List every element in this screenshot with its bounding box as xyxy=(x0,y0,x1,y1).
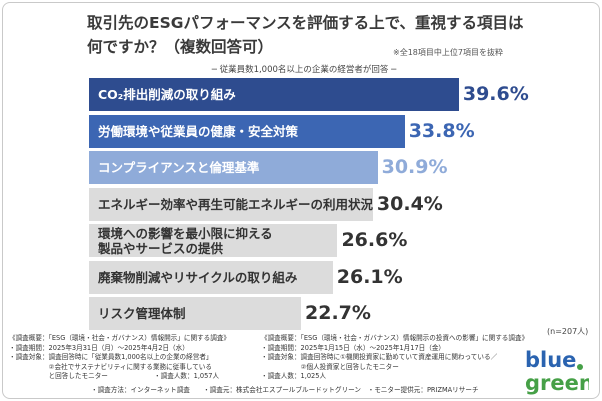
bar-5: 環境への影響を最小限に抑える 製品やサービスの提供 xyxy=(89,224,338,257)
footer-left-line: ②会社でサステナビリティに関する業務に従事している xyxy=(9,362,212,371)
bar-label-line: 廃棄物削減やリサイクルの取り組み xyxy=(98,269,298,285)
footer-right-line: ②個人投資家と回答したモニター xyxy=(261,362,399,371)
bar-4: エネルギー効率や再生可能エネルギーの利用状況 xyxy=(89,187,373,221)
bluegreen-logo: blue green xyxy=(523,347,589,395)
bar-label: 労働環境や従業員の健康・安全対策 xyxy=(98,124,298,139)
footer-left-line: 《調査概要：「ESG（環境・社会・ガバナンス）情報開示」に関する調査》 xyxy=(9,334,231,342)
value-label: 33.8% xyxy=(408,119,475,142)
bar-7: リスク管理体制 xyxy=(89,297,302,330)
bar-label: エネルギー効率や再生可能エネルギーの利用状況 xyxy=(98,197,373,212)
top7-note: ※全18項目中上位7項目を抜粋 xyxy=(393,48,503,57)
bar-label-line: 労働環境や従業員の健康・安全対策 xyxy=(98,123,299,139)
bar-3: コンプライアンスと倫理基準 xyxy=(89,151,378,184)
footer-left-line: ・調査期間：2025年3月31日（月）〜2025年4月2日（水） xyxy=(9,343,189,352)
value-label: 30.4% xyxy=(376,192,443,215)
footer-right: 《調査概要：「ESG（環境・社会・ガバナンス）情報開示の投資への影響」に関する調… xyxy=(261,334,528,382)
footer-method: ・調査方法：インターネット調査 ・調査元：株式会社エスプールブルードットグリーン… xyxy=(91,386,479,394)
value-label: 26.6% xyxy=(341,229,408,251)
bar-label: コンプライアンスと倫理基準 xyxy=(98,160,259,175)
footer-right-line: ・調査人数：1,025人 xyxy=(261,372,327,381)
value-label: 22.7% xyxy=(305,302,371,324)
bar-label-line: CO₂排出削減の取り組み xyxy=(98,87,236,102)
footer-right-line: 《調査概要：「ESG（環境・社会・ガバナンス）情報開示の投資への影響」に関する調… xyxy=(261,334,529,342)
value-label: 30.9% xyxy=(381,156,448,178)
bar-label-line: リスク管理体制 xyxy=(98,306,186,321)
chart-title-line1: 取引先のESGパフォーマンスを評価する上で、重視する項目は xyxy=(87,14,524,32)
sample-size-note: (n=207人) xyxy=(547,327,589,336)
footer-right-line: ・調査期間：2025年1月15日（水）〜2025年1月17日（金） xyxy=(261,343,446,352)
chart-subtitle: ─ 従業員数1,000名以上の企業の経営者が回答 ─ xyxy=(211,65,397,75)
bar-6: 廃棄物削減やリサイクルの取り組み xyxy=(89,260,333,294)
bar-2: 労働環境や従業員の健康・安全対策 xyxy=(89,114,405,148)
bar-label: CO₂排出削減の取り組み xyxy=(98,87,236,102)
bar-label: リスク管理体制 xyxy=(98,306,186,321)
footer-left: 《調査概要：「ESG（環境・社会・ガバナンス）情報開示」に関する調査》 ・調査期… xyxy=(9,334,230,382)
bar-1: CO₂排出削減の取り組み xyxy=(89,78,459,111)
bar-label: 廃棄物削減やリサイクルの取り組み xyxy=(98,270,297,285)
bar-label-line: 製品やサービスの提供 xyxy=(98,240,224,256)
chart-title-line2: 何ですか？（複数回答可） xyxy=(87,38,274,56)
bar-label-line: 環境への影響を最小限に抑える xyxy=(98,225,273,241)
logo-dot-icon xyxy=(577,364,583,370)
value-label: 26.1% xyxy=(336,265,403,288)
logo-text-green: green xyxy=(525,371,589,395)
footer-left-line: と回答したモニター ・調査人数：1,057人 xyxy=(9,372,220,381)
bar-label-line: エネルギー効率や再生可能エネルギーの利用状況 xyxy=(98,196,374,212)
footer-left-line: ・調査対象：調査回答時に「従業員数1,000名以上の企業の経営者」 xyxy=(9,353,213,362)
bar-label-line: コンプライアンスと倫理基準 xyxy=(98,160,260,175)
value-label: 39.6% xyxy=(462,83,529,105)
bar-label: 環境への影響を最小限に抑える 製品やサービスの提供 xyxy=(98,226,273,256)
logo-text-blue: blue xyxy=(525,348,576,372)
footer-right-line: ・調査対象：調査回答時に①機関投資家に勤めていて資産運用に関わっている／ xyxy=(261,353,498,362)
